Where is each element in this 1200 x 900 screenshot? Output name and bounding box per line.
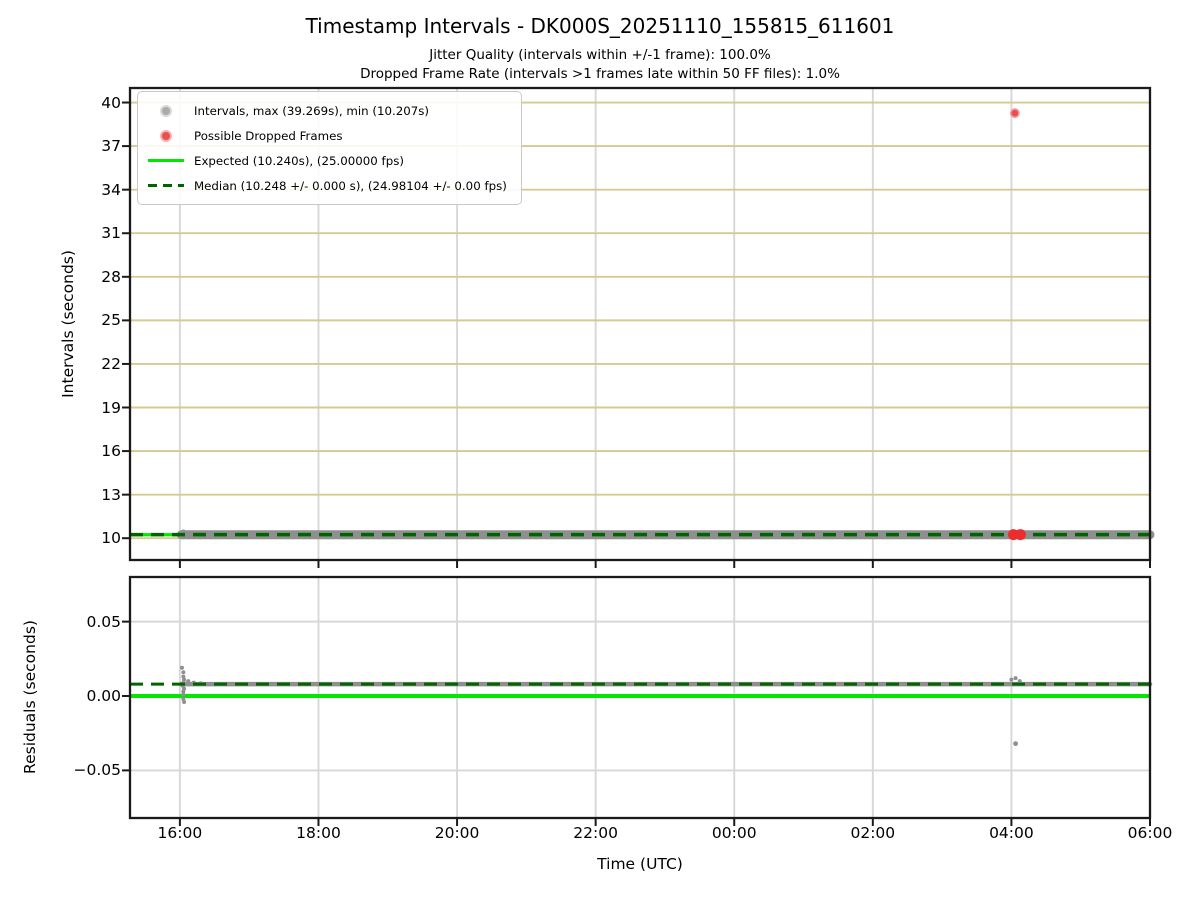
- intervals-y-tick-label: 16: [101, 442, 121, 461]
- intervals-plot: [122, 86, 1155, 568]
- legend-item-expected-label: Expected (10.240s), (25.00000 fps): [194, 153, 404, 168]
- x-tick-label: 02:00: [850, 824, 896, 842]
- legend-item-intervals: Intervals, max (39.269s), min (10.207s): [148, 98, 507, 123]
- legend-item-dropped-frames-label: Possible Dropped Frames: [194, 128, 343, 143]
- x-tick-label: 20:00: [434, 824, 480, 842]
- legend-item-expected-marker-icon: [148, 158, 184, 163]
- legend-item-expected: Expected (10.240s), (25.00000 fps): [148, 148, 507, 173]
- x-tick-label: 00:00: [711, 824, 757, 842]
- intervals-y-tick-label: 25: [101, 311, 121, 330]
- legend-item-median: Median (10.248 +/- 0.000 s), (24.98104 +…: [148, 173, 507, 198]
- intervals-y-tick-label: 10: [101, 529, 121, 548]
- x-tick-label: 06:00: [1127, 824, 1173, 842]
- x-axis-label: Time (UTC): [597, 855, 683, 873]
- intervals-y-tick-label: 40: [101, 93, 121, 112]
- residuals-y-axis-label: Residuals (seconds): [21, 620, 39, 774]
- chart-subtitle-dropped-rate: Dropped Frame Rate (intervals >1 frames …: [360, 66, 840, 82]
- intervals-y-tick-label: 19: [101, 398, 121, 417]
- intervals-y-tick-label: 31: [101, 224, 121, 243]
- intervals-y-tick-label: 22: [101, 354, 121, 373]
- intervals-y-tick-label: 13: [101, 485, 121, 504]
- legend: Intervals, max (39.269s), min (10.207s) P…: [137, 91, 522, 205]
- intervals-y-tick-label: 34: [101, 180, 121, 199]
- legend-item-intervals-label: Intervals, max (39.269s), min (10.207s): [194, 103, 430, 118]
- residuals-y-tick-label: 0.05: [86, 612, 121, 631]
- x-tick-label: 18:00: [296, 824, 341, 842]
- intervals-y-tick-label: 37: [101, 137, 121, 156]
- legend-item-median-label: Median (10.248 +/- 0.000 s), (24.98104 +…: [194, 178, 507, 193]
- residuals-y-tick-label: −0.05: [73, 761, 122, 780]
- residuals-plot: [122, 575, 1153, 826]
- chart-title: Timestamp Intervals - DK000S_20251110_15…: [305, 14, 895, 38]
- x-tick-label: 16:00: [157, 824, 203, 842]
- x-tick-label: 22:00: [573, 824, 618, 842]
- intervals-y-tick-label: 28: [101, 267, 121, 286]
- legend-item-median-marker-icon: [148, 183, 184, 188]
- legend-item-dropped-frames-marker-icon: [148, 131, 184, 140]
- legend-item-dropped-frames: Possible Dropped Frames: [148, 123, 507, 148]
- chart-subtitle-jitter: Jitter Quality (intervals within +/-1 fr…: [429, 47, 771, 63]
- legend-item-intervals-marker-icon: [148, 106, 184, 115]
- x-tick-label: 04:00: [989, 824, 1034, 842]
- residuals-y-tick-label: 0.00: [86, 687, 121, 705]
